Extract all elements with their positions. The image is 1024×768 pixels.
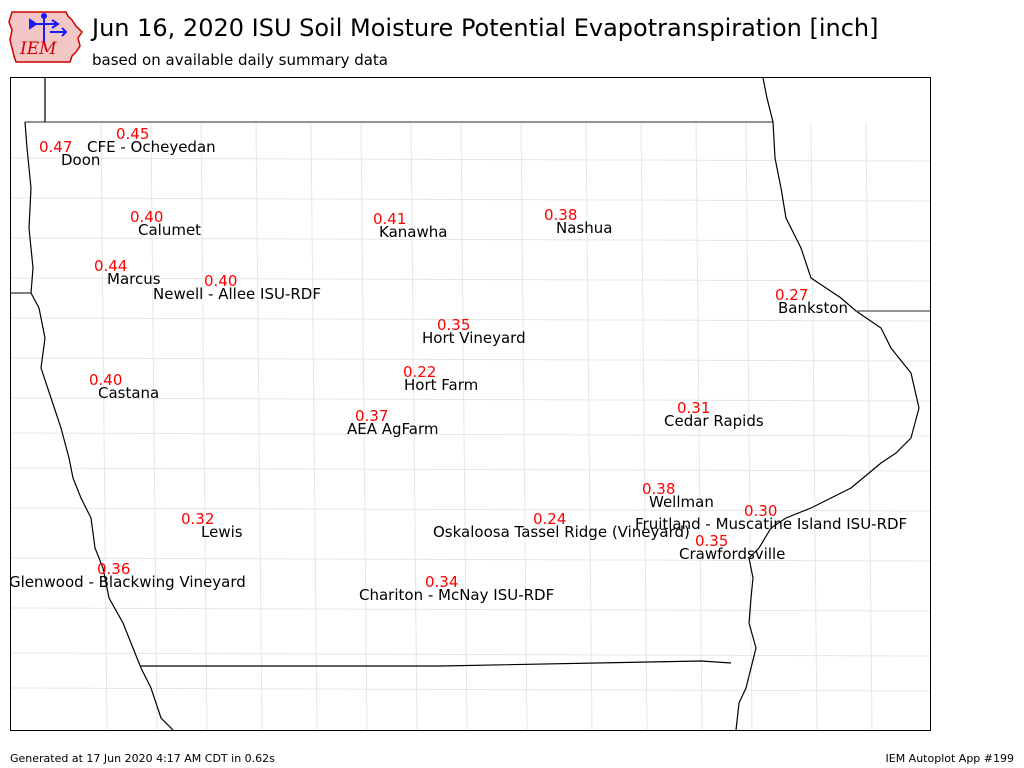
station-name: Castana <box>98 384 159 402</box>
station-value: 0.36 <box>97 560 130 578</box>
station-value: 0.37 <box>355 407 388 425</box>
station-name: Fruitland - Muscatine Island ISU-RDF <box>635 515 907 533</box>
logo-text: IEM <box>19 39 57 59</box>
station-value: 0.24 <box>533 510 566 528</box>
station-name: Wellman <box>649 493 714 511</box>
station-name: Oskaloosa Tassel Ridge (Vineyard) <box>433 523 690 541</box>
station-value: 0.40 <box>204 272 237 290</box>
station-value: 0.30 <box>744 502 777 520</box>
iem-logo: IEM <box>8 11 83 63</box>
station-name: Doon <box>61 151 100 169</box>
station-value: 0.32 <box>181 510 214 528</box>
station-name: Kanawha <box>379 223 447 241</box>
station-name: Chariton - McNay ISU-RDF <box>359 586 554 604</box>
station-name: Glenwood - Blackwing Vineyard <box>11 573 246 591</box>
station-name: AEA AgFarm <box>347 420 439 438</box>
station-value: 0.40 <box>130 208 163 226</box>
state-borders <box>11 78 930 730</box>
iowa-outline-icon <box>8 11 83 63</box>
footer-generated: Generated at 17 Jun 2020 4:17 AM CDT in … <box>10 752 275 765</box>
iowa-map: CFE - Ocheyedan0.45Doon0.47Calumet0.40Ka… <box>11 78 930 730</box>
station-value: 0.35 <box>695 532 728 550</box>
station-layer: CFE - Ocheyedan0.45Doon0.47Calumet0.40Ka… <box>11 125 907 604</box>
station-value: 0.35 <box>437 316 470 334</box>
station-value: 0.31 <box>677 399 710 417</box>
map-area: CFE - Ocheyedan 0.45 Doon 0.47 Calumet 0.40 Ka… <box>10 77 931 731</box>
station-name: Crawfordsville <box>679 545 785 563</box>
station-value: 0.45 <box>116 125 149 143</box>
station-value: 0.22 <box>403 363 436 381</box>
county-boundaries <box>11 121 930 730</box>
station-value: 0.41 <box>373 210 406 228</box>
station-value: 0.38 <box>642 480 675 498</box>
station-name: Cedar Rapids <box>664 412 764 430</box>
station-value: 0.34 <box>425 573 458 591</box>
station-value: 0.38 <box>544 206 577 224</box>
station-value: 0.47 <box>39 138 72 156</box>
station-name: Newell - Allee ISU-RDF <box>153 285 321 303</box>
station-name: Lewis <box>201 523 243 541</box>
station-value: 0.27 <box>775 286 808 304</box>
station-name: Calumet <box>138 221 201 239</box>
station-name: Bankston <box>778 299 848 317</box>
footer-app: IEM Autoplot App #199 <box>885 752 1015 765</box>
map-subtitle: based on available daily summary data <box>92 51 389 69</box>
station-name: CFE - Ocheyedan <box>87 138 216 156</box>
map-title: Jun 16, 2020 ISU Soil Moisture Potential… <box>92 14 879 42</box>
station-name: Hort Farm <box>404 376 478 394</box>
station-value: 0.44 <box>94 257 127 275</box>
station-marker: Oskaloosa Tassel Ridge (Vineyard)0.24 <box>433 510 690 541</box>
station-name: Nashua <box>556 219 612 237</box>
weather-vane-icon <box>29 13 68 42</box>
station-name: Hort Vineyard <box>422 329 526 347</box>
station-value: 0.40 <box>89 371 122 389</box>
station-name: Marcus <box>107 270 161 288</box>
